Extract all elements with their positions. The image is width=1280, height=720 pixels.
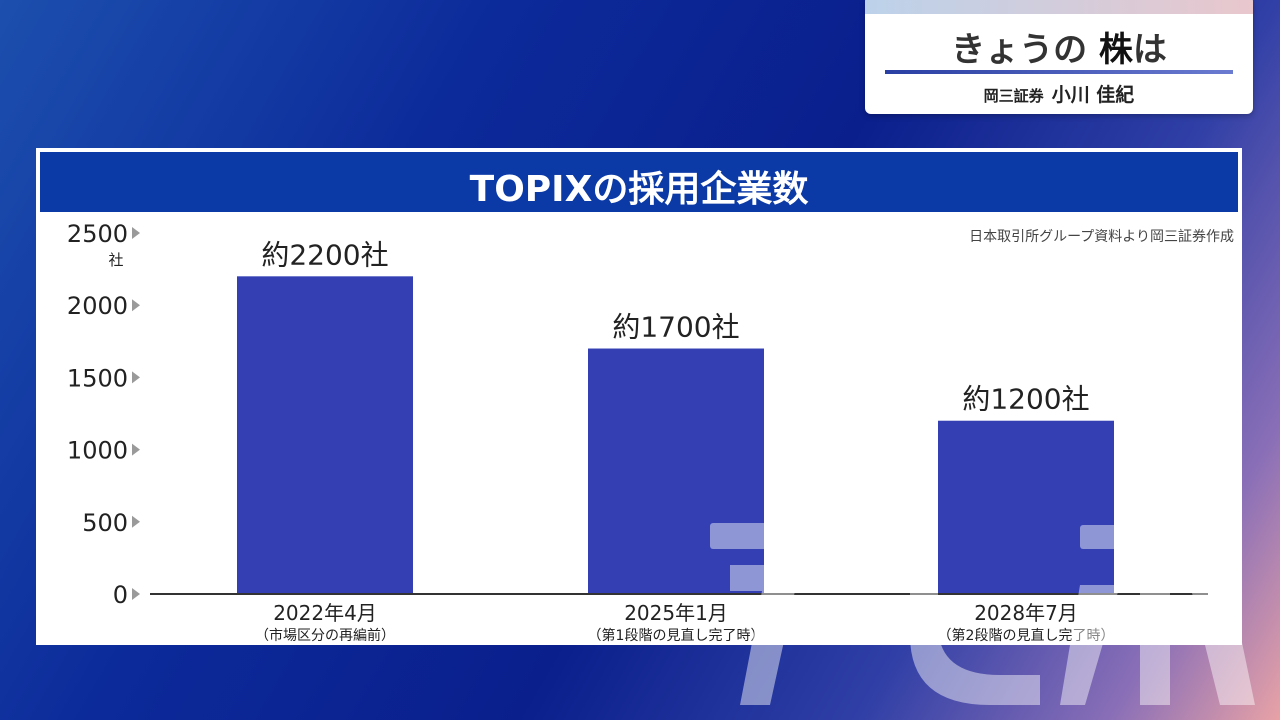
y-tick-arrow bbox=[132, 443, 140, 456]
y-tick-label: 500 bbox=[82, 509, 128, 537]
bar-value-label: 約2200社 bbox=[261, 238, 388, 271]
bar-value-label: 約1200社 bbox=[962, 383, 1089, 416]
y-tick-arrow bbox=[132, 299, 140, 312]
y-tick-arrow bbox=[132, 588, 140, 600]
caption-title-suffix: は bbox=[1132, 30, 1167, 70]
y-tick-label: 1500 bbox=[67, 364, 128, 392]
chart-title: TOPIXの採用企業数 bbox=[469, 169, 809, 210]
y-axis-unit: 社 bbox=[108, 251, 123, 269]
caption-title-keyword: 株 bbox=[1098, 30, 1133, 70]
x-category-label: 2022年4月 bbox=[273, 601, 377, 625]
y-tick-label: 1000 bbox=[67, 437, 128, 465]
program-caption-card: きょうの 株は 岡三証券 小川 佳紀 bbox=[865, 0, 1253, 114]
caption-speaker: 岡三証券 小川 佳紀 bbox=[865, 80, 1253, 107]
y-tick-arrow bbox=[132, 227, 140, 239]
x-category-sublabel: （市場区分の再編前） bbox=[255, 627, 395, 643]
bar-value-label: 約1700社 bbox=[612, 311, 739, 344]
chart-source-note: 日本取引所グループ資料より岡三証券作成 bbox=[969, 229, 1234, 245]
y-tick-arrow bbox=[132, 371, 140, 384]
y-tick-label: 0 bbox=[113, 581, 128, 609]
x-category-label: 2025年1月 bbox=[624, 601, 728, 625]
x-category-label: 2028年7月 bbox=[974, 601, 1078, 625]
x-category-sublabel: （第1段階の見直し完了時） bbox=[588, 627, 765, 643]
caption-accent-strip bbox=[865, 0, 1253, 14]
y-tick-arrow bbox=[132, 515, 140, 528]
bar bbox=[237, 276, 413, 594]
bar bbox=[588, 348, 764, 594]
caption-title: きょうの 株は bbox=[865, 22, 1253, 71]
y-tick-label: 2500 bbox=[67, 220, 128, 248]
bar bbox=[938, 420, 1114, 594]
bar-chart: 2500 2000 1500 1000 500 0 社 約2200社 2022年4月 （市場区分の… bbox=[67, 220, 1208, 643]
x-category-sublabel: （第2段階の見直し完了時） bbox=[938, 627, 1115, 643]
chart-panel: TOPIXの採用企業数 日本取引所グループ資料より岡三証券作成 2500 2000… bbox=[36, 148, 1242, 645]
caption-organization: 岡三証券 bbox=[983, 87, 1044, 105]
caption-title-prefix: きょうの bbox=[951, 30, 1088, 70]
caption-divider bbox=[885, 70, 1233, 74]
chart-header: TOPIXの採用企業数 bbox=[40, 152, 1238, 212]
y-tick-label: 2000 bbox=[67, 292, 128, 320]
caption-person: 小川 佳紀 bbox=[1051, 84, 1135, 106]
